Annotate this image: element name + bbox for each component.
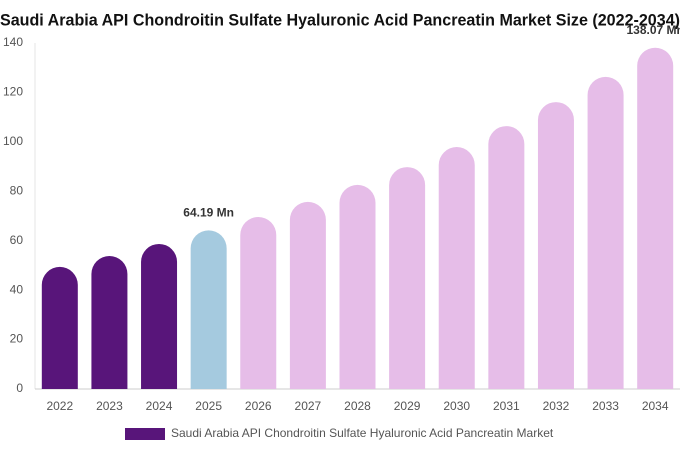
x-tick-label: 2024 bbox=[146, 399, 173, 413]
x-tick-label: 2029 bbox=[394, 399, 421, 413]
x-tick-label: 2026 bbox=[245, 399, 272, 413]
x-tick-label: 2030 bbox=[443, 399, 470, 413]
x-tick-label: 2028 bbox=[344, 399, 371, 413]
data-label: 138.07 Mn bbox=[627, 23, 680, 37]
x-tick-label: 2022 bbox=[46, 399, 73, 413]
x-tick-label: 2032 bbox=[543, 399, 570, 413]
x-tick-label: 2023 bbox=[96, 399, 123, 413]
x-tick-label: 2025 bbox=[195, 399, 222, 413]
bar bbox=[438, 147, 475, 389]
data-label: 64.19 Mn bbox=[183, 206, 234, 220]
bar bbox=[637, 47, 674, 389]
x-tick-label: 2031 bbox=[493, 399, 520, 413]
x-tick-label: 2033 bbox=[592, 399, 619, 413]
y-tick-label: 80 bbox=[10, 183, 24, 197]
legend-swatch bbox=[125, 428, 165, 440]
bar bbox=[488, 126, 525, 389]
x-tick-label: 2027 bbox=[295, 399, 322, 413]
x-tick-label: 2034 bbox=[642, 399, 669, 413]
y-tick-label: 100 bbox=[3, 134, 23, 148]
bar bbox=[41, 266, 78, 389]
y-tick-label: 20 bbox=[10, 332, 24, 346]
y-tick-label: 120 bbox=[3, 85, 23, 99]
bar bbox=[587, 76, 624, 389]
chart-title: Saudi Arabia API Chondroitin Sulfate Hya… bbox=[0, 10, 680, 29]
y-tick-label: 60 bbox=[10, 233, 24, 247]
bar bbox=[141, 243, 178, 389]
legend-label: Saudi Arabia API Chondroitin Sulfate Hya… bbox=[171, 426, 554, 440]
y-tick-label: 0 bbox=[16, 381, 23, 395]
bar bbox=[240, 216, 277, 389]
y-tick-label: 40 bbox=[10, 282, 24, 296]
bar bbox=[537, 102, 574, 390]
bar bbox=[389, 167, 426, 389]
bar bbox=[91, 256, 128, 389]
bar bbox=[190, 230, 227, 389]
y-tick-label: 140 bbox=[3, 35, 23, 49]
bar bbox=[339, 184, 376, 389]
bar bbox=[289, 201, 326, 389]
